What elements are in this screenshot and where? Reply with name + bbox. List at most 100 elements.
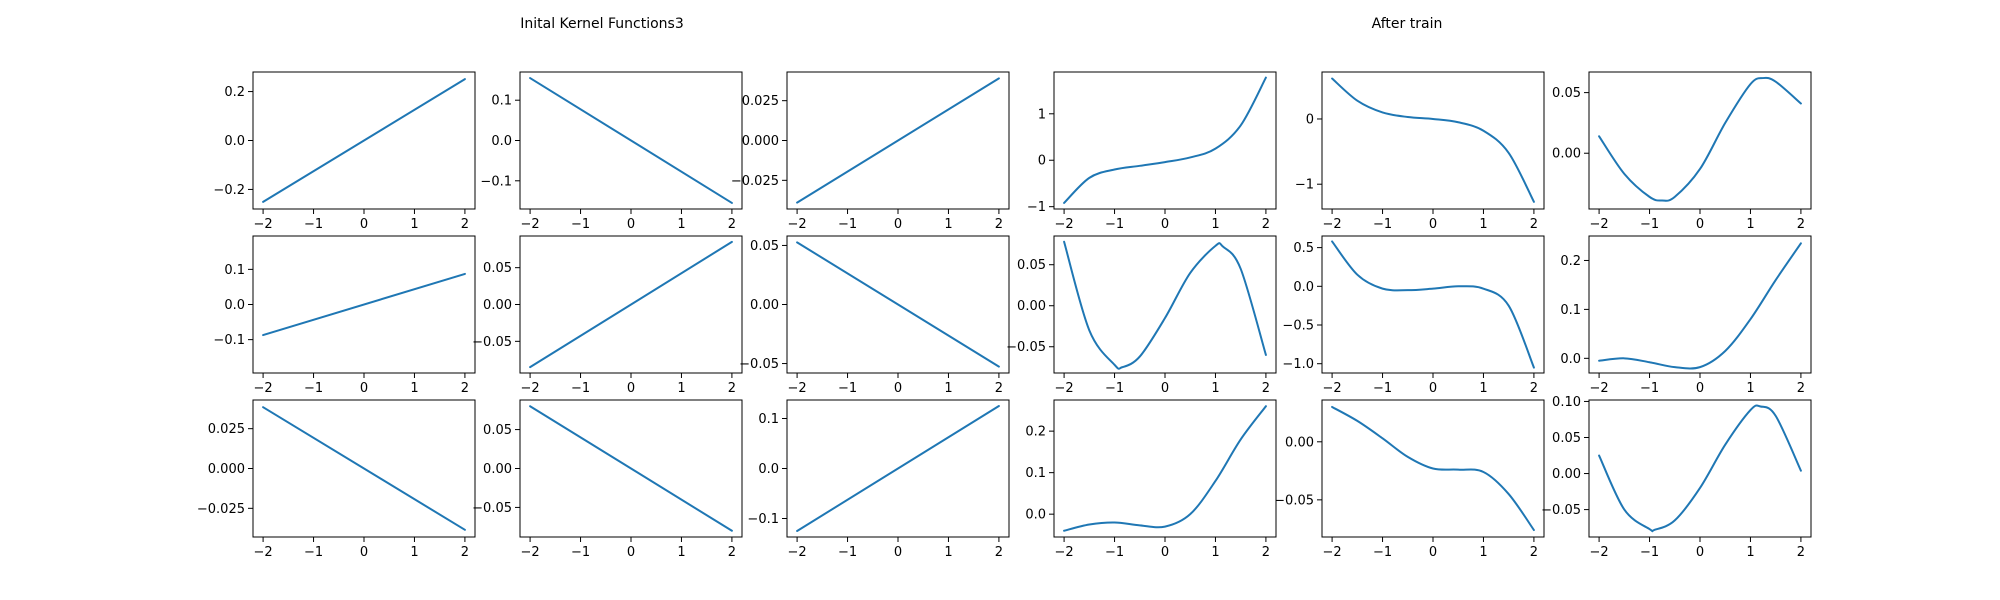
x-tick-label: 1 <box>410 217 418 232</box>
subplot-1-2: −2 −1 0 1 2 −0.1 0.0 0.1 <box>480 71 743 232</box>
x-tick-label: 1 <box>1211 545 1219 560</box>
y-tick-label: 0.025 <box>208 422 245 437</box>
x-tick-label: −2 <box>1590 545 1609 560</box>
x-tick-label: 2 <box>1530 381 1538 396</box>
y-tick-label: 0.0 <box>758 462 779 477</box>
x-tick-label: 0 <box>360 217 368 232</box>
y-tick-label: −0.025 <box>197 502 245 517</box>
x-tick-label: 1 <box>1479 545 1487 560</box>
y-tick-label: −0.05 <box>1006 340 1046 355</box>
y-tick-label: 0.2 <box>1560 254 1581 269</box>
x-tick-label: 2 <box>461 381 469 396</box>
x-tick-label: −2 <box>788 545 807 560</box>
x-tick-label: −2 <box>1323 545 1342 560</box>
x-tick-label: −2 <box>788 381 807 396</box>
y-tick-label: 0.000 <box>208 462 245 477</box>
x-tick-label: −1 <box>1373 217 1392 232</box>
x-tick-label: 2 <box>995 381 1003 396</box>
x-tick-label: 1 <box>944 381 952 396</box>
subplot-2-1: −2 −1 0 1 2 −0.1 0.0 0.1 <box>213 235 476 396</box>
y-tick-label: 0.05 <box>483 423 512 438</box>
x-tick-label: 1 <box>1746 381 1754 396</box>
x-tick-label: 0 <box>1429 217 1437 232</box>
x-tick-label: 0 <box>360 381 368 396</box>
subplot-1-5: −2 −1 0 1 2 −1 0 <box>1295 71 1545 232</box>
y-tick-label: 0.025 <box>742 94 779 109</box>
x-tick-label: 0 <box>1696 545 1704 560</box>
x-tick-label: 0 <box>1429 545 1437 560</box>
y-tick-label: 0.00 <box>1552 147 1581 162</box>
x-tick-label: 0 <box>360 545 368 560</box>
x-tick-label: −1 <box>838 217 857 232</box>
x-tick-label: −1 <box>304 217 323 232</box>
y-tick-label: −0.05 <box>472 501 512 516</box>
x-tick-label: 0 <box>627 217 635 232</box>
x-tick-label: 1 <box>1746 545 1754 560</box>
x-tick-label: 2 <box>728 217 736 232</box>
x-tick-label: 2 <box>461 217 469 232</box>
x-tick-label: 0 <box>894 217 902 232</box>
subplot-3-5: −2 −1 0 1 2 −0.05 0.00 <box>1274 399 1545 560</box>
figure-title-left: Inital Kernel Functions3 <box>520 16 683 32</box>
x-tick-label: −2 <box>788 217 807 232</box>
y-tick-label: −0.025 <box>731 174 779 189</box>
y-tick-label: −0.05 <box>739 357 779 372</box>
figure-title-right: After train <box>1372 16 1443 32</box>
series-line <box>796 77 1000 204</box>
x-tick-label: 2 <box>1262 381 1270 396</box>
axes-frame <box>1053 235 1277 374</box>
series-line <box>1331 77 1535 203</box>
subplot-2-6: −2 −1 0 1 2 0.0 0.1 0.2 <box>1560 235 1812 396</box>
x-tick-label: −1 <box>304 545 323 560</box>
x-tick-label: −1 <box>1640 217 1659 232</box>
x-tick-label: 1 <box>1211 217 1219 232</box>
x-tick-label: −2 <box>1590 217 1609 232</box>
x-tick-label: 0 <box>894 381 902 396</box>
y-tick-label: 0.05 <box>750 239 779 254</box>
x-tick-label: 2 <box>728 381 736 396</box>
x-tick-label: 2 <box>1530 545 1538 560</box>
x-tick-label: −1 <box>571 545 590 560</box>
x-tick-label: 1 <box>677 545 685 560</box>
x-tick-label: −2 <box>521 217 540 232</box>
y-tick-label: 0.1 <box>1025 466 1046 481</box>
x-tick-label: −2 <box>1055 217 1074 232</box>
subplot-2-3: −2 −1 0 1 2 −0.05 0.00 0.05 <box>739 235 1010 396</box>
y-tick-label: 0.10 <box>1552 395 1581 410</box>
series-line <box>1598 76 1802 202</box>
subplot-3-1: −2 −1 0 1 2 −0.025 0.000 0.025 <box>197 399 476 560</box>
y-tick-label: 0.1 <box>758 412 779 427</box>
y-tick-label: 0.0 <box>1025 508 1046 523</box>
x-tick-label: −2 <box>521 545 540 560</box>
series-line <box>529 240 733 369</box>
y-tick-label: 0.00 <box>483 298 512 313</box>
x-tick-label: −2 <box>521 381 540 396</box>
y-tick-label: 0.00 <box>1285 435 1314 450</box>
series-line <box>529 405 733 532</box>
x-tick-label: 2 <box>995 217 1003 232</box>
x-tick-label: 0 <box>627 381 635 396</box>
y-tick-label: −0.05 <box>1541 503 1581 518</box>
x-tick-label: 0 <box>1161 381 1169 396</box>
x-tick-label: −2 <box>1323 381 1342 396</box>
x-tick-label: −1 <box>1373 381 1392 396</box>
series-line <box>1063 405 1267 532</box>
x-tick-label: −1 <box>1105 545 1124 560</box>
y-tick-label: −1 <box>1295 178 1314 193</box>
y-tick-label: 0 <box>1038 154 1046 169</box>
subplot-1-6: −2 −1 0 1 2 0.00 0.05 <box>1552 71 1812 232</box>
y-tick-label: 0.0 <box>224 298 245 313</box>
x-tick-label: 2 <box>728 545 736 560</box>
series-line <box>1598 242 1802 370</box>
subplot-1-4: −2 −1 0 1 2 −1 0 1 <box>1027 71 1277 232</box>
x-tick-label: 1 <box>944 217 952 232</box>
x-tick-label: −1 <box>304 381 323 396</box>
x-tick-label: 1 <box>944 545 952 560</box>
y-tick-label: 0.00 <box>483 462 512 477</box>
y-tick-label: 0.0 <box>224 134 245 149</box>
x-tick-label: −1 <box>571 381 590 396</box>
x-tick-label: −1 <box>838 545 857 560</box>
y-tick-label: 0.00 <box>750 298 779 313</box>
x-tick-label: −1 <box>571 217 590 232</box>
